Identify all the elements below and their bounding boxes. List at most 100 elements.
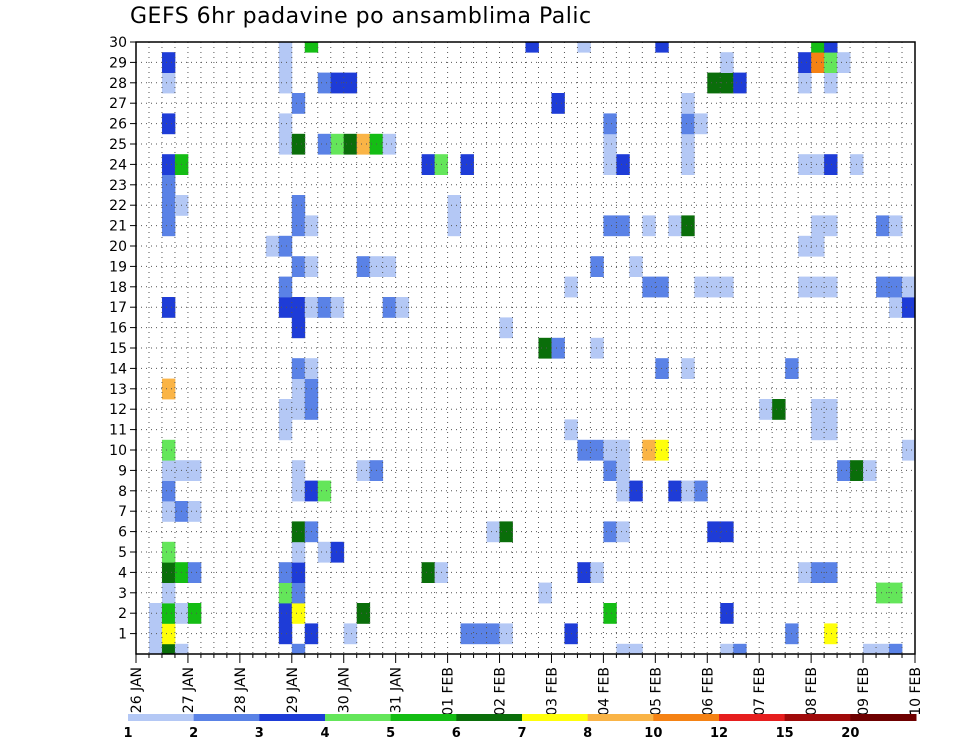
heatmap-cell (577, 42, 591, 53)
heatmap-cell (473, 623, 487, 645)
heatmap-cell (278, 562, 293, 583)
legend-label: 4 (320, 726, 329, 741)
heatmap-cell (421, 154, 436, 175)
heatmap-cell (681, 154, 695, 175)
heatmap-cell (161, 643, 176, 655)
heatmap-cell (824, 215, 838, 237)
legend-label: 5 (386, 726, 395, 741)
heatmap-cell (733, 643, 747, 655)
x-tick-label: 07 FEB (752, 667, 768, 716)
heatmap-cell (551, 93, 565, 114)
x-tick-label: 27 JAN (181, 667, 197, 713)
heatmap-cell (291, 195, 306, 216)
heatmap-cell (278, 133, 293, 155)
heatmap-cell (460, 154, 474, 175)
heatmap-cell (161, 297, 176, 318)
heatmap-cell (668, 215, 682, 237)
heatmap-cell (876, 276, 890, 298)
heatmap-cell (616, 643, 630, 655)
legend-label: 12 (710, 726, 728, 741)
y-tick-label: 27 (109, 96, 127, 112)
heatmap-cell (889, 643, 903, 655)
heatmap-cell (824, 52, 838, 73)
heatmap-cell (447, 215, 461, 237)
legend-label: 10 (644, 726, 662, 741)
heatmap-cell (187, 603, 202, 624)
heatmap-cell (525, 42, 539, 53)
heatmap-cell (889, 215, 903, 237)
heatmap-cell (278, 72, 293, 94)
heatmap-cell (161, 215, 176, 237)
heatmap-cell (291, 399, 306, 420)
heatmap-cell (824, 72, 838, 94)
heatmap-cell (538, 582, 552, 604)
heatmap-cell (278, 113, 293, 135)
heatmap-cell (395, 297, 410, 318)
heatmap-cell (772, 399, 786, 420)
legend-swatch (522, 714, 589, 721)
heatmap-cell (291, 215, 306, 237)
legend-swatch (128, 714, 195, 721)
heatmap-cell (486, 623, 500, 645)
heatmap-cell (681, 480, 695, 502)
legend-label: 8 (583, 726, 592, 741)
heatmap-cell (590, 337, 604, 359)
legend-swatch (850, 714, 917, 721)
y-tick-label: 9 (118, 463, 127, 479)
heatmap-cell (603, 439, 617, 461)
heatmap-cell (330, 72, 345, 94)
heatmap-cell (278, 603, 293, 624)
heatmap-cell (824, 42, 838, 53)
x-tick-label: 02 FEB (493, 667, 509, 716)
heatmap-cell (356, 460, 371, 481)
heatmap-cell (824, 154, 838, 175)
heatmap-cell (603, 133, 617, 155)
heatmap-cell (551, 337, 565, 359)
heatmap-cell (590, 562, 604, 583)
x-tick-label: 28 JAN (233, 667, 249, 713)
heatmap-cell (616, 154, 630, 175)
heatmap-cell (811, 215, 825, 237)
heatmap-cell (590, 439, 604, 461)
heatmap-cell (148, 603, 163, 624)
heatmap-cell (694, 276, 708, 298)
heatmap-cell (811, 562, 825, 583)
heatmap-cell (811, 276, 825, 298)
heatmap-cell (291, 93, 306, 114)
heatmap-cell (603, 460, 617, 481)
heatmap-cell (161, 582, 176, 604)
heatmap-cell (655, 439, 669, 461)
heatmap-cell (902, 439, 916, 461)
x-tick-label: 03 FEB (544, 667, 560, 716)
y-tick-label: 20 (109, 239, 127, 255)
heatmap-cell (889, 297, 903, 318)
legend-label: 7 (517, 726, 526, 741)
heatmap-cell (538, 337, 552, 359)
y-tick-label: 5 (118, 545, 127, 561)
heatmap-cell (486, 521, 500, 543)
heatmap-cell (863, 643, 877, 655)
heatmap-cell (161, 480, 176, 502)
y-tick-label: 2 (118, 606, 127, 622)
x-tick-label: 10 FEB (908, 667, 924, 716)
heatmap-cell (148, 623, 163, 645)
heatmap-cell (694, 113, 708, 135)
heatmap-cell (616, 521, 630, 543)
heatmap-cell (824, 276, 838, 298)
heatmap-cell (811, 42, 825, 53)
legend-swatch (325, 714, 392, 721)
heatmap-cell (655, 42, 669, 53)
y-tick-label: 17 (109, 300, 127, 316)
heatmap-cell (265, 235, 280, 257)
heatmap-cell (655, 276, 669, 298)
heatmap-cell (291, 358, 306, 379)
heatmap-cell (278, 623, 293, 645)
heatmap-cell (863, 460, 877, 481)
y-tick-label: 14 (109, 361, 127, 377)
y-tick-label: 24 (109, 157, 127, 173)
y-tick-label: 3 (118, 586, 127, 602)
legend-swatch (653, 714, 720, 721)
y-tick-label: 1 (118, 627, 127, 643)
heatmap-cell (837, 460, 851, 481)
